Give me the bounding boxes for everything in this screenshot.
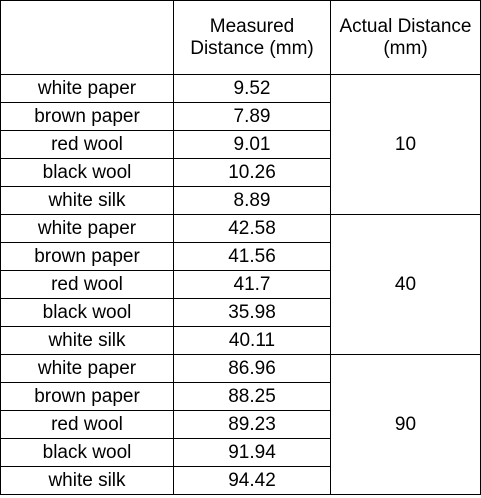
material-cell: red wool xyxy=(0,130,174,159)
material-cell: white paper xyxy=(0,214,174,243)
measured-cell: 8.89 xyxy=(173,186,331,215)
table-row: black wool 35.98 xyxy=(0,298,481,327)
measured-cell: 10.26 xyxy=(173,158,331,187)
material-header xyxy=(0,0,174,75)
measured-cell: 40.11 xyxy=(173,326,331,355)
actual-distance-cell: 10 xyxy=(330,74,481,215)
actual-header-line2: (mm) xyxy=(383,37,428,59)
measured-cell: 9.01 xyxy=(173,130,331,159)
table-row: white paper 9.52 10 xyxy=(0,74,481,215)
measured-cell: 9.52 xyxy=(173,74,331,103)
measured-cell: 91.94 xyxy=(173,438,331,467)
table-row: white paper 42.58 40 xyxy=(0,214,481,355)
table-row: white silk 40.11 xyxy=(0,326,481,355)
material-cell: brown paper xyxy=(0,102,174,131)
material-cell: red wool xyxy=(0,270,174,299)
material-cell: white silk xyxy=(0,186,174,215)
actual-distance-cell: 40 xyxy=(330,214,481,355)
table-row: brown paper 41.56 xyxy=(0,242,481,271)
table-row: red wool 9.01 xyxy=(0,130,481,159)
measured-cell: 42.58 xyxy=(173,214,331,243)
material-cell: black wool xyxy=(0,158,174,187)
table-row: red wool 89.23 xyxy=(0,410,481,439)
table-row: white paper 86.96 90 xyxy=(0,354,481,495)
material-cell: white paper xyxy=(0,74,174,103)
table-row: black wool 91.94 xyxy=(0,438,481,467)
material-cell: black wool xyxy=(0,438,174,467)
table-row: brown paper 7.89 xyxy=(0,102,481,131)
measured-cell: 35.98 xyxy=(173,298,331,327)
material-cell: red wool xyxy=(0,410,174,439)
actual-distance-cell: 90 xyxy=(330,354,481,495)
header-row: Measured Distance (mm) Actual Distance (… xyxy=(0,0,481,75)
material-cell: brown paper xyxy=(0,382,174,411)
actual-header-line1: Actual Distance xyxy=(339,15,472,37)
table-row: black wool 10.26 xyxy=(0,158,481,187)
table-row: red wool 41.7 xyxy=(0,270,481,299)
material-cell: white silk xyxy=(0,326,174,355)
material-cell: black wool xyxy=(0,298,174,327)
material-cell: white silk xyxy=(0,466,174,495)
table-row: white silk 94.42 xyxy=(0,466,481,495)
measured-cell: 41.56 xyxy=(173,242,331,271)
material-cell: brown paper xyxy=(0,242,174,271)
measured-cell: 94.42 xyxy=(173,466,331,495)
material-cell: white paper xyxy=(0,354,174,383)
measured-cell: 89.23 xyxy=(173,410,331,439)
table-row: brown paper 88.25 xyxy=(0,382,481,411)
measured-cell: 86.96 xyxy=(173,354,331,383)
actual-distance-header: Actual Distance (mm) xyxy=(330,0,481,75)
measured-header-line2: Distance (mm) xyxy=(190,37,314,59)
measured-cell: 7.89 xyxy=(173,102,331,131)
measured-distance-header: Measured Distance (mm) xyxy=(173,0,331,75)
table-row: white silk 8.89 xyxy=(0,186,481,215)
measured-header-line1: Measured xyxy=(209,15,295,37)
measured-cell: 41.7 xyxy=(173,270,331,299)
measured-cell: 88.25 xyxy=(173,382,331,411)
